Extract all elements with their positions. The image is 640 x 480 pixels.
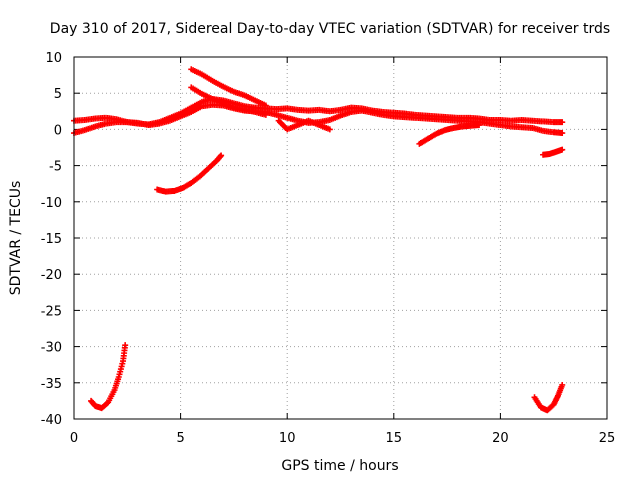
x-tick-label: 0 (70, 431, 78, 446)
x-tick-label: 5 (176, 431, 184, 446)
data-point (559, 119, 566, 126)
series-arc-c (188, 66, 269, 109)
y-tick-label: -30 (41, 341, 62, 356)
data-point (104, 400, 111, 407)
y-tick-label: -20 (41, 268, 62, 283)
y-tick-label: 0 (54, 123, 62, 138)
plot-frame (73, 56, 608, 420)
data-point (218, 152, 225, 159)
x-tick-label: 25 (599, 431, 616, 446)
series-arc-i (88, 342, 129, 412)
series-arc-b (71, 101, 566, 137)
data-point (559, 130, 566, 137)
series-arc-h (540, 146, 566, 158)
ticks (73, 56, 608, 420)
data-points (71, 66, 566, 414)
x-tick-label: 20 (492, 431, 509, 446)
y-tick-label: -40 (41, 413, 62, 428)
x-tick-label: 15 (386, 431, 403, 446)
y-axis-title: SDTVAR / TECUs (8, 181, 24, 296)
series-arc-e (275, 117, 333, 133)
y-tick-label: -10 (41, 196, 62, 211)
y-tick-label: -5 (49, 160, 62, 175)
series-arc-d (188, 84, 269, 118)
y-tick-label: -15 (41, 232, 62, 247)
series-arc-g (416, 122, 483, 147)
x-tick-label: 10 (279, 431, 296, 446)
series-arc-j (531, 381, 566, 414)
series-arc-f (154, 152, 225, 195)
data-point (262, 111, 269, 118)
data-point (262, 102, 269, 109)
y-tick-label: 5 (54, 87, 62, 102)
y-tick-label: 10 (45, 51, 62, 66)
data-point (559, 146, 566, 153)
data-point (559, 381, 566, 388)
y-tick-label: -35 (41, 377, 62, 392)
x-axis-title: GPS time / hours (281, 458, 398, 474)
chart-title: Day 310 of 2017, Sidereal Day-to-day VTE… (50, 21, 610, 37)
data-point (122, 342, 129, 349)
data-point (326, 126, 333, 133)
tick-labels: 0 5 10 15 20 25 10 5 0 -5 -10 -15 -20 -25 -30 -35 -40 (41, 51, 616, 446)
y-tick-label: -25 (41, 304, 62, 319)
data-point (476, 122, 483, 129)
